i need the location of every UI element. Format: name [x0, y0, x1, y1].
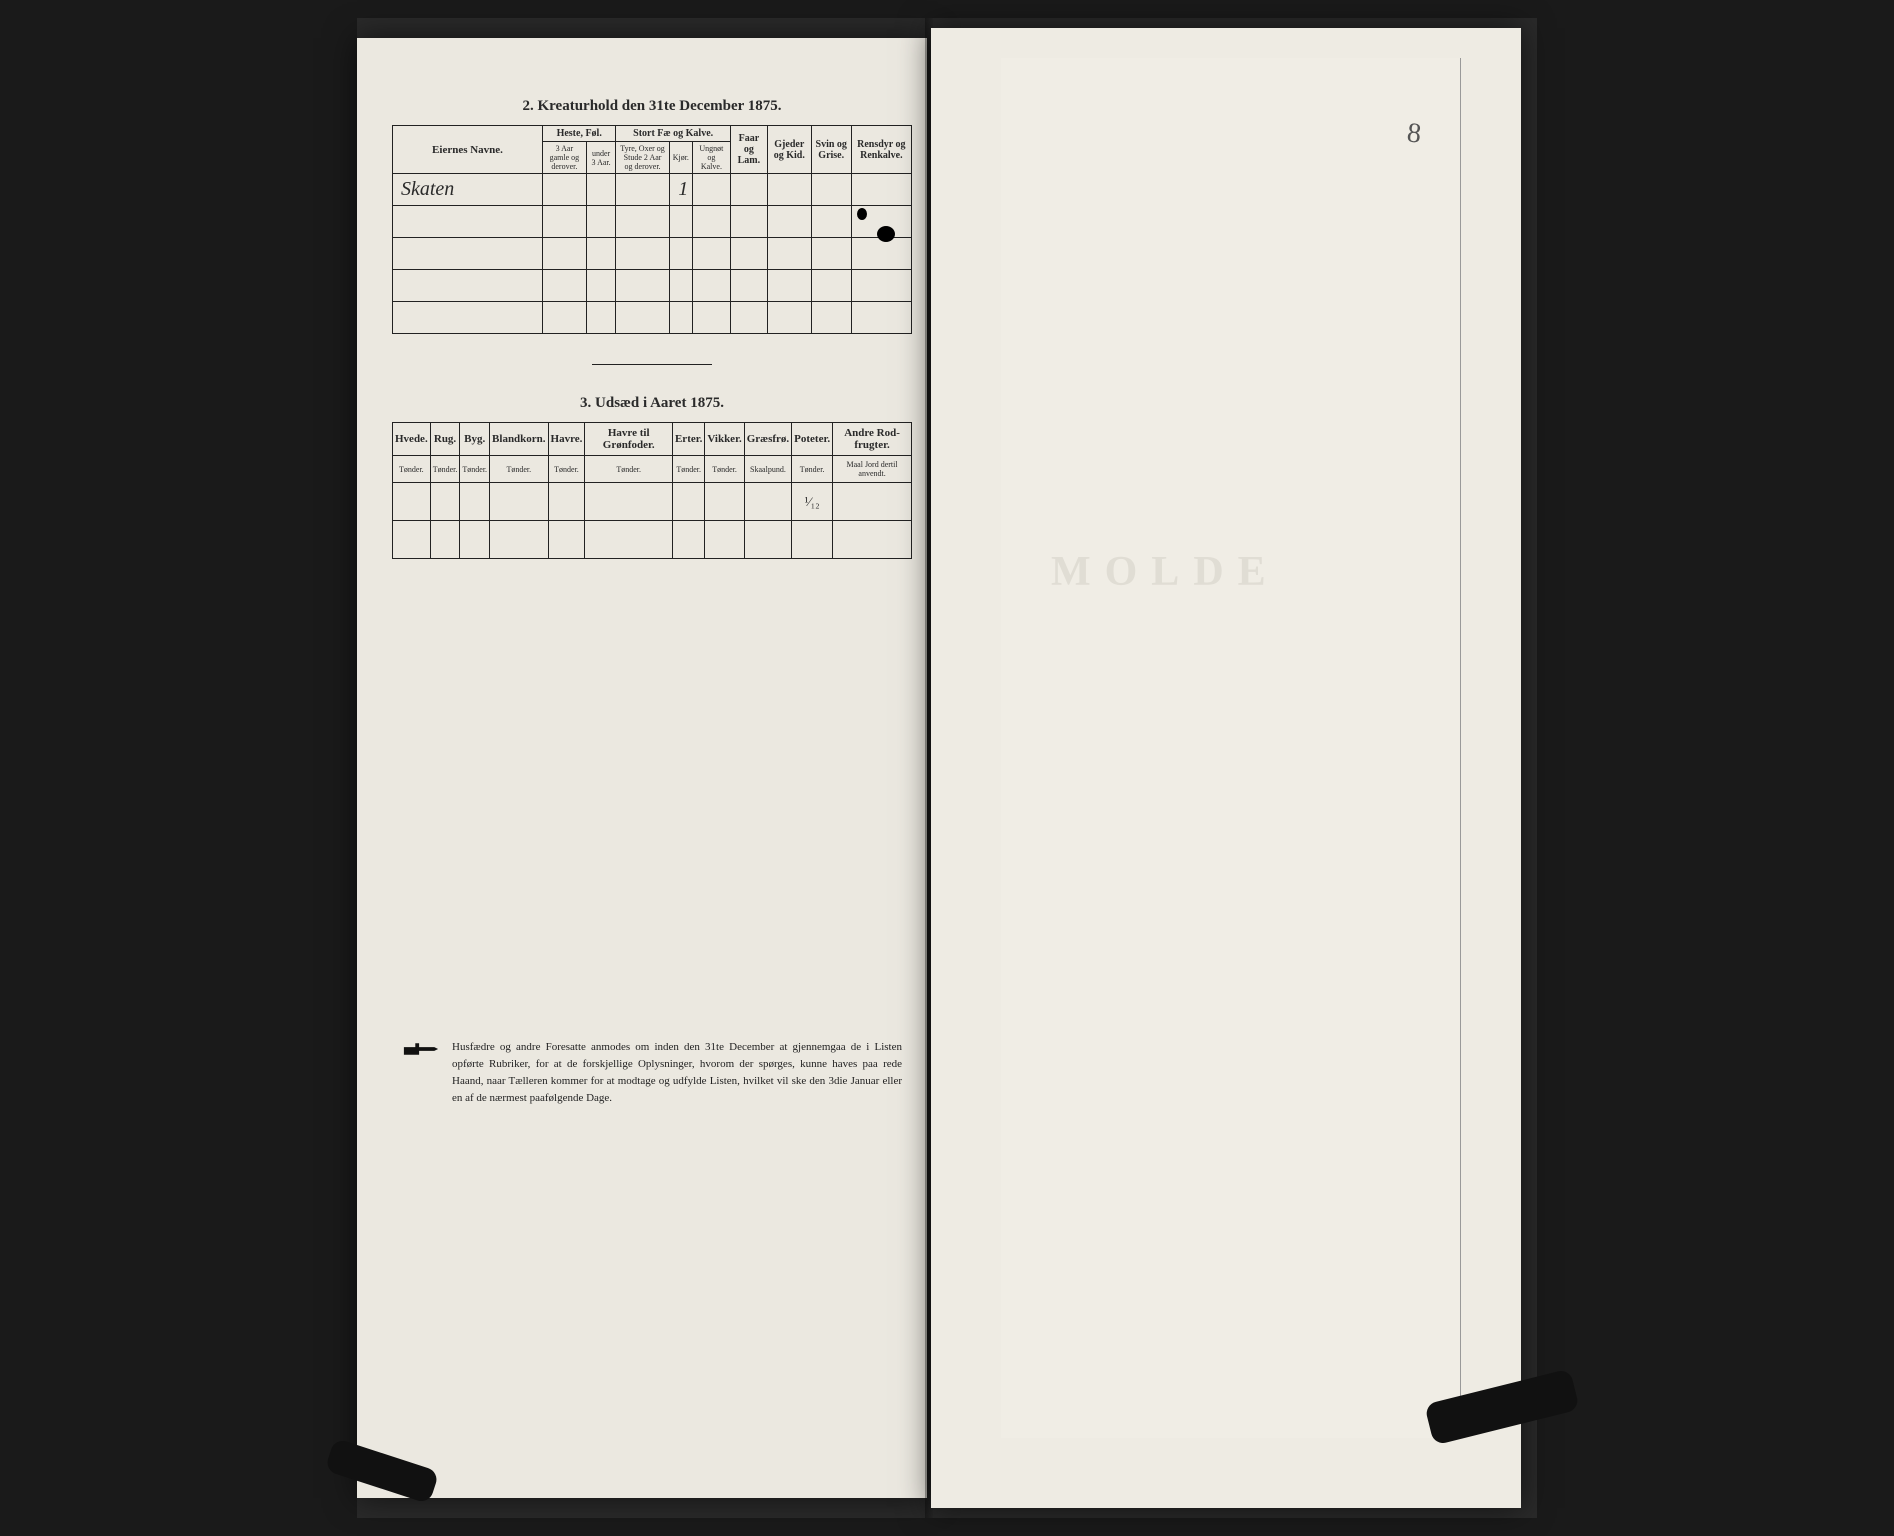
cell-poteter-1: ¹⁄₁₂: [792, 483, 833, 521]
col-havre: Havre.: [548, 423, 585, 456]
col-vikker: Vikker.: [705, 423, 744, 456]
livestock-table: Eiernes Navne. Heste, Føl. Stort Fæ og K…: [392, 125, 912, 334]
col-heste-under3: under 3 Aar.: [586, 142, 616, 174]
cell-name-1: Skaten: [393, 174, 543, 206]
sub-maal: Maal Jord dertil anvendt.: [833, 456, 912, 483]
col-heste-3aar: 3 Aar gamle og derover.: [543, 142, 587, 174]
col-ren: Rensdyr og Renkalve.: [851, 126, 911, 174]
table-row: Skaten 1: [393, 174, 912, 206]
col-stort: Stort Fæ og Kalve.: [616, 126, 730, 142]
col-erter: Erter.: [672, 423, 704, 456]
col-svin: Svin og Grise.: [811, 126, 851, 174]
table-row: [393, 206, 912, 238]
table-row: [393, 302, 912, 334]
col-tyre: Tyre, Oxer og Stude 2 Aar og derover.: [616, 142, 669, 174]
table-row: [393, 521, 912, 559]
sub-tonder: Tønder.: [585, 456, 673, 483]
right-page: 8 MOLDE: [931, 28, 1521, 1508]
left-page: 2. Kreaturhold den 31te December 1875. E…: [357, 38, 927, 1498]
table-row: [393, 270, 912, 302]
sub-tonder: Tønder.: [792, 456, 833, 483]
col-blandkorn: Blandkorn.: [490, 423, 549, 456]
sub-tonder: Tønder.: [430, 456, 460, 483]
col-kjor: Kjør.: [669, 142, 692, 174]
sub-tonder: Tønder.: [393, 456, 431, 483]
ink-blot: [857, 208, 867, 220]
table2-title: 3. Udsæd i Aaret 1875.: [392, 395, 912, 412]
ink-blot: [877, 226, 895, 242]
col-græsfrø: Græsfrø.: [744, 423, 791, 456]
col-ungnot: Ungnøt og Kalve.: [692, 142, 730, 174]
table-row: ¹⁄₁₂: [393, 483, 912, 521]
section-divider: [592, 364, 712, 365]
seed-table: Hvede. Rug. Byg. Blandkorn. Havre. Havre…: [392, 422, 912, 559]
pointing-hand-icon: [402, 1039, 440, 1059]
col-havre-gron: Havre til Grønfoder.: [585, 423, 673, 456]
col-poteter: Poteter.: [792, 423, 833, 456]
col-heste: Heste, Føl.: [543, 126, 616, 142]
col-hvede: Hvede.: [393, 423, 431, 456]
sub-tonder: Tønder.: [460, 456, 490, 483]
table-row: [393, 238, 912, 270]
table1-title: 2. Kreaturhold den 31te December 1875.: [392, 98, 912, 115]
sub-tonder: Tønder.: [490, 456, 549, 483]
col-byg: Byg.: [460, 423, 490, 456]
right-page-inner: [1001, 58, 1461, 1438]
col-andre: Andre Rod-frugter.: [833, 423, 912, 456]
sub-tonder: Tønder.: [705, 456, 744, 483]
faint-watermark: MOLDE: [1051, 548, 1280, 596]
col-rug: Rug.: [430, 423, 460, 456]
sub-tonder: Tønder.: [672, 456, 704, 483]
footer-note: Husfædre og andre Foresatte anmodes om i…: [392, 1039, 912, 1107]
sub-skaalpund: Skaalpund.: [744, 456, 791, 483]
footer-text: Husfædre og andre Foresatte anmodes om i…: [452, 1039, 902, 1107]
sub-tonder: Tønder.: [548, 456, 585, 483]
col-eiernes-navne: Eiernes Navne.: [393, 126, 543, 174]
col-faar: Faar og Lam.: [730, 126, 767, 174]
cell-kjor-1: 1: [669, 174, 692, 206]
col-gjeder: Gjeder og Kid.: [767, 126, 811, 174]
book-spread: 2. Kreaturhold den 31te December 1875. E…: [357, 18, 1537, 1518]
